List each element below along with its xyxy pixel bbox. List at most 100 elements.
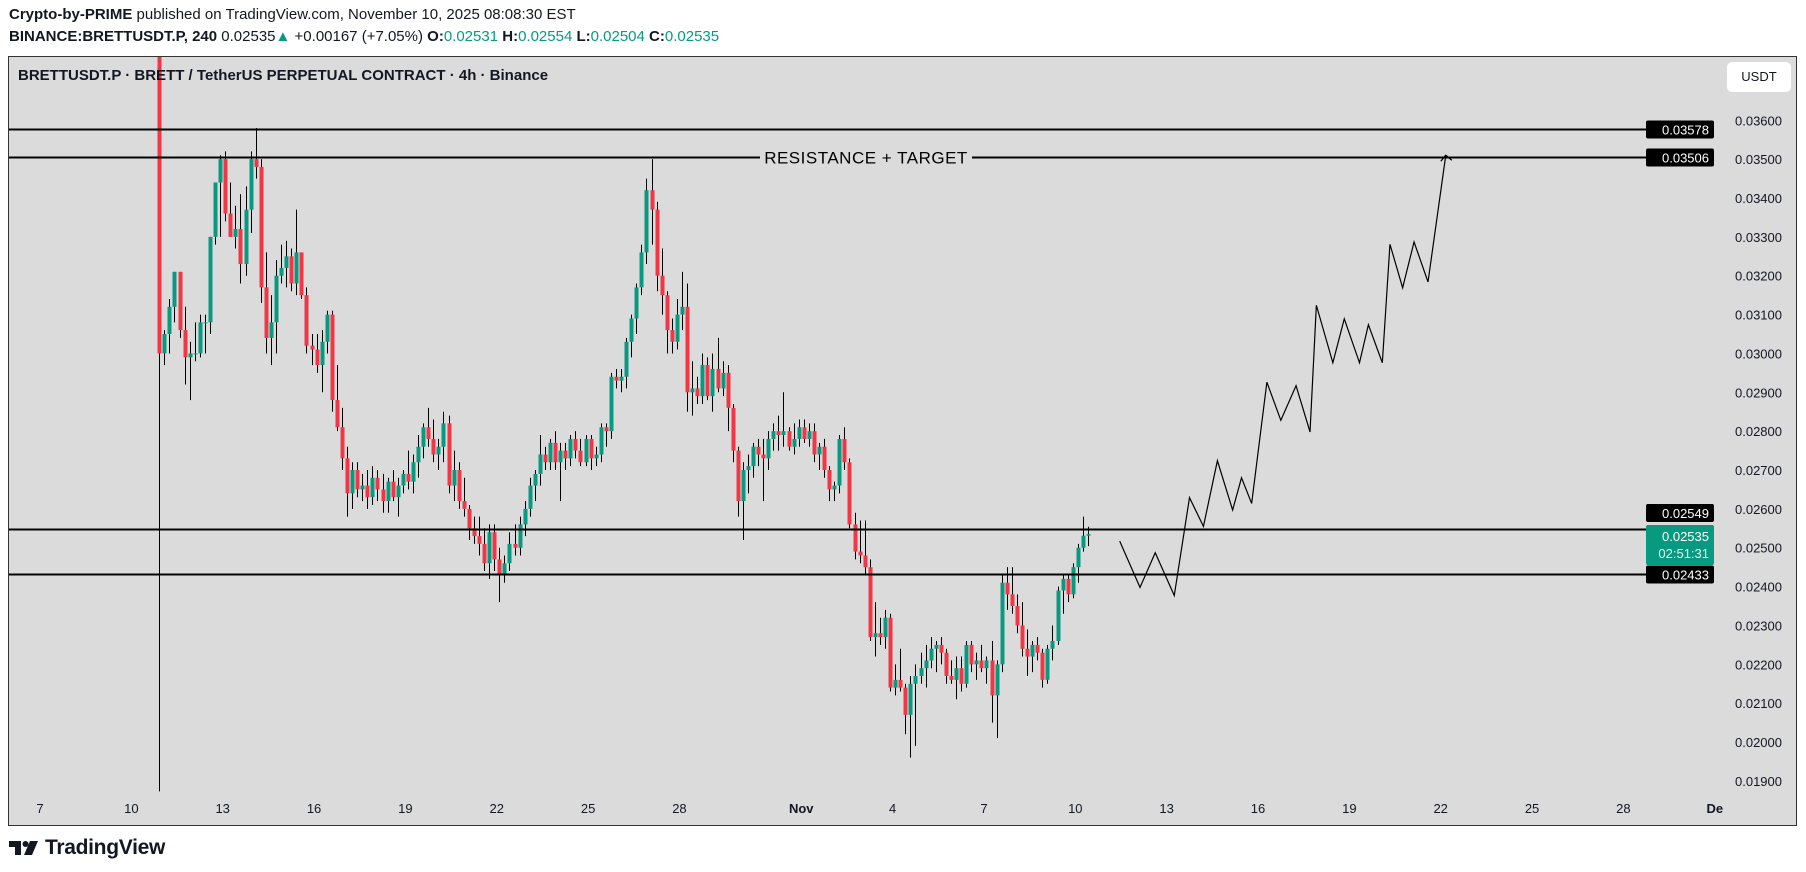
candle-body bbox=[375, 477, 380, 490]
candle bbox=[274, 260, 279, 354]
tradingview-logo-icon bbox=[9, 841, 38, 855]
candle-body bbox=[949, 675, 954, 680]
candle bbox=[939, 637, 944, 665]
time-tick-label: 22 bbox=[490, 801, 504, 816]
candle bbox=[817, 442, 822, 471]
candle-body bbox=[619, 376, 624, 381]
candle-body bbox=[487, 532, 492, 564]
candle bbox=[797, 419, 802, 447]
candle bbox=[320, 330, 325, 393]
tradingview-logo[interactable]: TradingView bbox=[9, 836, 165, 860]
candle-body bbox=[898, 679, 903, 688]
candle bbox=[269, 295, 274, 366]
candle bbox=[913, 664, 918, 746]
candle-body bbox=[1066, 578, 1071, 595]
candle bbox=[969, 641, 974, 673]
price-tick-label: 0.02200 bbox=[1735, 657, 1782, 672]
candle-body bbox=[274, 275, 279, 323]
candle-body bbox=[244, 209, 249, 265]
candle bbox=[162, 330, 167, 366]
candle-body bbox=[1030, 644, 1035, 657]
candle-body bbox=[325, 314, 330, 342]
candle-body bbox=[360, 485, 365, 490]
price-axis[interactable]: 0.01900 0.02000 0.02100 0.02200 0.02300 0.024… bbox=[1735, 113, 1782, 789]
candle-body bbox=[629, 318, 634, 342]
time-tick-label: 28 bbox=[1616, 801, 1630, 816]
candle-body bbox=[939, 644, 944, 653]
candle-body bbox=[584, 438, 589, 463]
current-price-label-box bbox=[1646, 525, 1714, 565]
candle-body bbox=[1061, 578, 1066, 591]
candle bbox=[1050, 625, 1055, 661]
price-tick-label: 0.02600 bbox=[1735, 502, 1782, 517]
candle bbox=[573, 431, 578, 459]
time-tick-label: 25 bbox=[581, 801, 595, 816]
candle bbox=[746, 454, 751, 494]
candle bbox=[680, 271, 685, 331]
candle bbox=[954, 656, 959, 700]
candle bbox=[447, 415, 452, 494]
chart-panel[interactable] bbox=[8, 56, 1797, 826]
candle-body bbox=[736, 450, 741, 502]
candle-body bbox=[472, 528, 477, 537]
candle bbox=[589, 435, 594, 471]
price-labels: 0.03578 0.03506 0.02549 0.02433 0.02535 02:51… bbox=[1646, 120, 1714, 584]
candle bbox=[406, 450, 411, 490]
candle bbox=[944, 648, 949, 684]
candle bbox=[518, 516, 523, 556]
candle bbox=[883, 609, 888, 649]
candle-body bbox=[650, 190, 655, 210]
candle bbox=[1076, 543, 1081, 583]
candle-body bbox=[771, 431, 776, 439]
candle-body bbox=[335, 400, 340, 428]
candle-body bbox=[223, 159, 228, 214]
price-tick-label: 0.02900 bbox=[1735, 385, 1782, 400]
candle-body bbox=[716, 368, 721, 389]
candle bbox=[360, 473, 365, 502]
candle-body bbox=[477, 536, 482, 544]
candle bbox=[218, 155, 223, 237]
candle bbox=[670, 318, 675, 354]
candle-body bbox=[1005, 582, 1010, 595]
price-tick-label: 0.02800 bbox=[1735, 424, 1782, 439]
price-line-label-box bbox=[1646, 148, 1714, 167]
candle-body bbox=[690, 388, 695, 393]
candle-body bbox=[934, 644, 939, 649]
candle-body bbox=[188, 353, 193, 358]
symbol-name: BINANCE:BRETTUSDT.P, 240 bbox=[9, 28, 218, 45]
candle-body bbox=[1050, 641, 1055, 649]
candle-body bbox=[695, 388, 700, 397]
candle bbox=[325, 310, 330, 354]
time-axis[interactable]: 7 10 13 16 19 22 25 28 Nov 4 7 10 13 16 19 22 25 28 De bbox=[36, 801, 1723, 816]
candle-body bbox=[421, 427, 426, 447]
currency-button[interactable]: USDT bbox=[1727, 62, 1791, 92]
candle bbox=[436, 438, 441, 471]
candle-body bbox=[1056, 590, 1061, 642]
candle bbox=[375, 470, 380, 502]
price-tick-label: 0.03100 bbox=[1735, 308, 1782, 323]
current-price-label: 0.02535 bbox=[1662, 529, 1709, 544]
price-tick-label: 0.02700 bbox=[1735, 463, 1782, 478]
candle-body bbox=[1076, 547, 1081, 568]
candle bbox=[502, 555, 507, 583]
candle bbox=[1045, 644, 1050, 684]
candle-body bbox=[518, 524, 523, 548]
resistance-target-annotation: RESISTANCE + TARGET bbox=[764, 149, 968, 168]
candle bbox=[604, 423, 609, 447]
candle bbox=[771, 423, 776, 451]
candle bbox=[837, 435, 842, 494]
candle-body bbox=[883, 617, 888, 638]
candle bbox=[660, 248, 665, 315]
author-name[interactable]: Crypto-by-PRIME bbox=[9, 6, 133, 23]
candle-body bbox=[847, 462, 852, 525]
horizontal-lines: RESISTANCE + TARGET bbox=[9, 128, 1646, 576]
candle-body bbox=[913, 675, 918, 684]
candle bbox=[934, 641, 939, 673]
candle-body bbox=[401, 473, 406, 486]
candle-body bbox=[741, 470, 746, 502]
candle bbox=[208, 236, 213, 335]
candle-body bbox=[315, 349, 320, 366]
candle bbox=[411, 454, 416, 494]
countdown-label: 02:51:31 bbox=[1658, 546, 1709, 561]
